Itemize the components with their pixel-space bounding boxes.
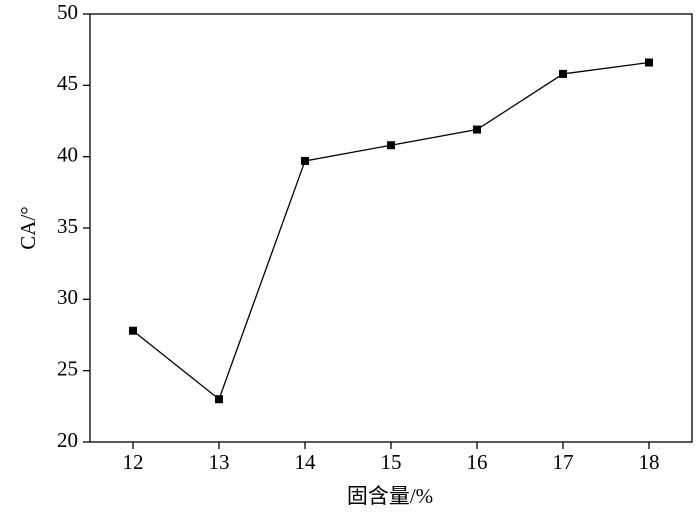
plot-frame bbox=[89, 13, 693, 443]
x-tick-label: 12 bbox=[123, 450, 144, 474]
data-point bbox=[129, 326, 137, 335]
y-tick-label: 30 bbox=[57, 285, 78, 309]
data-point bbox=[645, 58, 653, 67]
data-point bbox=[559, 69, 567, 78]
x-tick-label: 17 bbox=[553, 450, 574, 474]
y-tick-label: 50 bbox=[57, 0, 78, 24]
data-point bbox=[387, 141, 395, 150]
y-tick-label: 25 bbox=[57, 356, 78, 380]
data-point bbox=[301, 156, 309, 165]
x-tick-label: 15 bbox=[381, 450, 402, 474]
y-tick-label: 45 bbox=[57, 71, 78, 95]
y-tick-label: 35 bbox=[57, 214, 78, 238]
x-tick-label: 13 bbox=[209, 450, 230, 474]
y-tick-label: 40 bbox=[57, 142, 78, 166]
y-tick-label: 20 bbox=[57, 428, 78, 452]
data-point bbox=[473, 125, 481, 134]
x-tick-label: 14 bbox=[295, 450, 317, 474]
x-tick-label: 18 bbox=[639, 450, 660, 474]
x-tick-label: 16 bbox=[467, 450, 488, 474]
data-point bbox=[215, 395, 223, 404]
x-axis-label: 固含量/% bbox=[347, 484, 433, 508]
y-axis-label: CA/° bbox=[16, 206, 40, 249]
data-line bbox=[132, 61, 650, 401]
